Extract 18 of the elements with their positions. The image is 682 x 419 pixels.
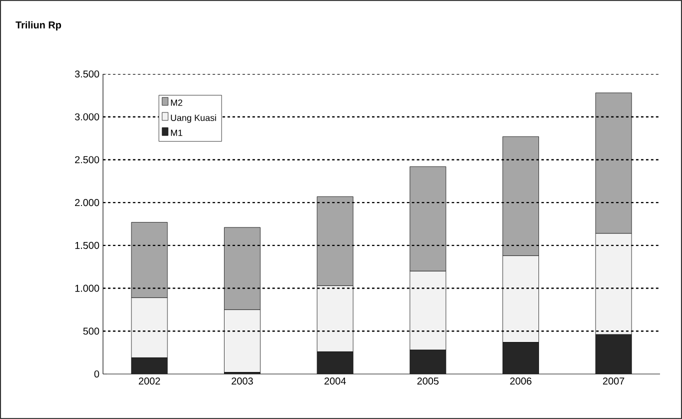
y-axis-title: Triliun Rp <box>16 21 62 30</box>
x-tick-label: 2006 <box>510 378 532 385</box>
y-tick-label: 500 <box>83 328 100 335</box>
legend-label: M2 <box>171 99 182 106</box>
y-tick-label: 1.500 <box>75 242 100 249</box>
x-tick-label: 2007 <box>603 378 624 385</box>
y-tick-label: 3.500 <box>74 70 100 78</box>
y-tick-label: 1.000 <box>75 284 100 292</box>
y-tick-label: 3.000 <box>74 113 100 120</box>
legend-label: M1 <box>171 130 182 136</box>
x-tick-label: 2005 <box>417 378 439 385</box>
x-tick-label: 2003 <box>232 378 253 385</box>
y-tick-label: 2.000 <box>75 199 100 206</box>
legend-label: Uang Kuasi <box>170 114 216 123</box>
x-tick-label: 2004 <box>324 378 346 385</box>
y-tick-label: 0 <box>94 370 100 378</box>
x-tick-label: 2002 <box>138 378 160 385</box>
y-tick-label: 2.500 <box>75 156 100 164</box>
